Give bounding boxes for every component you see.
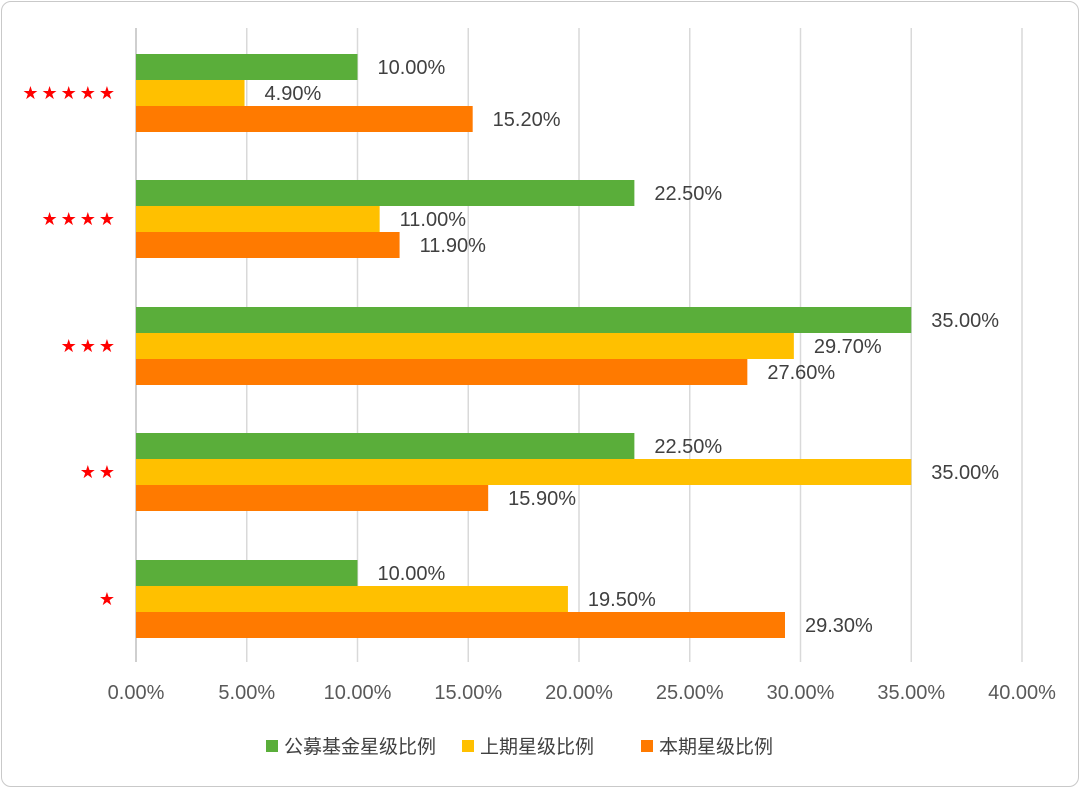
category-label: ★★ <box>80 462 118 483</box>
bar <box>136 333 794 359</box>
x-tick-label: 0.00% <box>108 682 165 704</box>
data-label: 22.50% <box>654 436 722 458</box>
legend-swatch <box>266 740 278 752</box>
bar <box>136 180 635 206</box>
data-label: 27.60% <box>767 362 835 384</box>
bar <box>136 359 748 385</box>
data-label: 15.20% <box>493 109 561 131</box>
bar <box>136 433 635 459</box>
x-tick-label: 25.00% <box>656 682 724 704</box>
category-label: ★★★★ <box>41 209 118 230</box>
legend-swatch <box>641 740 653 752</box>
category-labels: ★★★★★★★★★★★★★★★ <box>22 83 118 610</box>
legend-label: 本期星级比例 <box>659 736 773 758</box>
data-label: 11.90% <box>420 235 487 257</box>
data-label: 22.50% <box>654 183 722 205</box>
data-label: 35.00% <box>931 310 999 332</box>
bars <box>136 54 912 638</box>
x-tick-label: 20.00% <box>545 682 613 704</box>
bar <box>136 106 473 132</box>
data-label: 10.00% <box>378 563 446 585</box>
category-label: ★★★ <box>61 336 118 357</box>
data-label: 10.00% <box>378 57 446 79</box>
bar <box>136 612 785 638</box>
data-labels: 10.00% 4.90% 15.20% 22.50% 11.00% 11.90% 35.00… <box>265 57 1000 637</box>
x-tick-label: 30.00% <box>767 682 835 704</box>
x-tick-label: 5.00% <box>218 682 275 704</box>
data-label: 15.90% <box>508 488 576 510</box>
bar <box>136 485 489 511</box>
x-tick-label: 10.00% <box>324 682 392 704</box>
x-tick-labels: 0.00% 5.00% 10.00% 15.00% 20.00% 25.00% 30.00%… <box>108 682 1056 704</box>
x-tick-label: 40.00% <box>988 682 1056 704</box>
data-label: 11.00% <box>400 209 467 231</box>
bar <box>136 232 400 258</box>
x-tick-label: 35.00% <box>877 682 945 704</box>
data-label: 19.50% <box>588 589 656 611</box>
bar <box>136 307 912 333</box>
bar <box>136 206 380 232</box>
legend: 公募基金星级比例 上期星级比例 本期星级比例 <box>266 736 773 758</box>
bar <box>136 54 358 80</box>
data-label: 4.90% <box>265 83 322 105</box>
bar <box>136 459 912 485</box>
x-tick-label: 15.00% <box>434 682 502 704</box>
data-label: 35.00% <box>931 462 999 484</box>
category-label: ★ <box>99 589 118 610</box>
legend-label: 上期星级比例 <box>480 736 594 758</box>
data-label: 29.70% <box>814 336 882 358</box>
bar <box>136 560 358 586</box>
category-label: ★★★★★ <box>22 83 118 104</box>
bar <box>136 586 568 612</box>
legend-swatch <box>462 740 474 752</box>
data-label: 29.30% <box>805 615 873 637</box>
bar <box>136 80 245 106</box>
legend-label: 公募基金星级比例 <box>284 736 436 758</box>
